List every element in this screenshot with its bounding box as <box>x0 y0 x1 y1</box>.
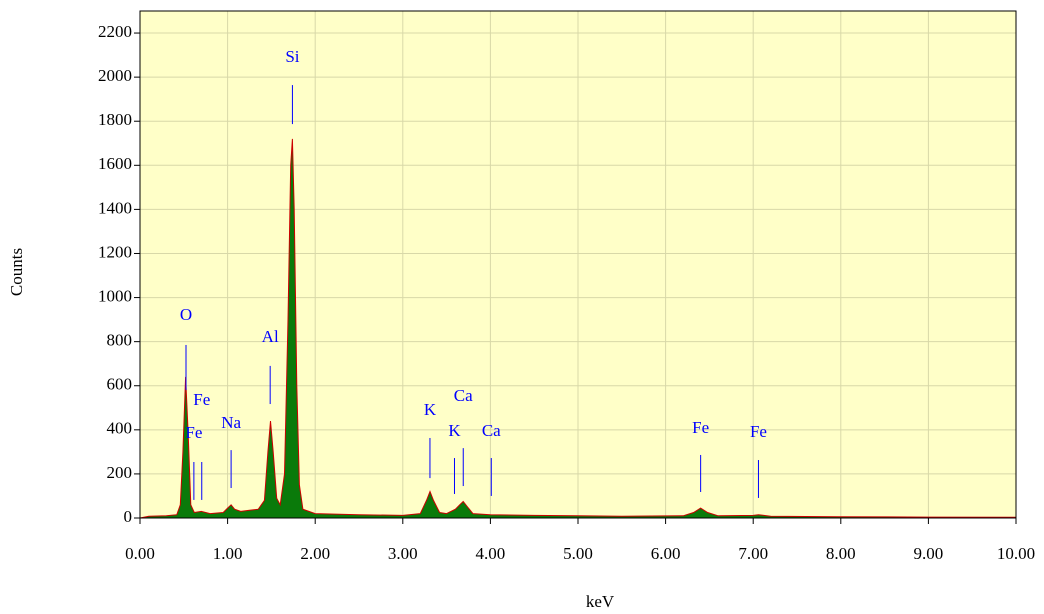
x-tick-label: 2.00 <box>300 544 330 563</box>
peak-label: K <box>448 421 461 440</box>
peak-label: Fe <box>750 422 767 441</box>
y-tick-label: 200 <box>107 463 133 482</box>
y-tick-label: 1400 <box>98 198 132 217</box>
x-tick-label: 0.00 <box>125 544 155 563</box>
x-tick-label: 8.00 <box>826 544 856 563</box>
x-axis-label: keV <box>586 592 615 611</box>
y-tick-label: 800 <box>107 331 133 350</box>
x-tick-label: 10.00 <box>997 544 1035 563</box>
y-tick-label: 600 <box>107 375 133 394</box>
peak-label: Fe <box>185 423 202 442</box>
peak-label: Na <box>221 413 241 432</box>
y-tick-label: 2200 <box>98 22 132 41</box>
peak-label: Ca <box>482 421 501 440</box>
y-tick-label: 1800 <box>98 110 132 129</box>
x-tick-label: 5.00 <box>563 544 593 563</box>
peak-label: Ca <box>454 386 473 405</box>
peak-label: Fe <box>692 418 709 437</box>
x-tick-label: 7.00 <box>738 544 768 563</box>
y-tick-label: 1600 <box>98 154 132 173</box>
y-tick-label: 1000 <box>98 286 132 305</box>
x-tick-label: 3.00 <box>388 544 418 563</box>
x-tick-label: 1.00 <box>213 544 243 563</box>
peak-label: K <box>424 400 437 419</box>
y-axis-label: Counts <box>7 248 26 296</box>
peak-label: O <box>180 305 192 324</box>
peak-label: Fe <box>193 390 210 409</box>
chart: keV Counts 0 200 400 600 800 1000 1200 1400 1600… <box>0 0 1044 614</box>
y-tick-label: 1200 <box>98 242 132 261</box>
peak-label: Si <box>285 47 299 66</box>
y-tick-label: 400 <box>107 419 133 438</box>
x-tick-label: 9.00 <box>914 544 944 563</box>
peak-label: Al <box>262 327 279 346</box>
x-tick-label: 4.00 <box>476 544 506 563</box>
x-tick-label: 6.00 <box>651 544 681 563</box>
y-tick-label: 0 <box>124 507 133 526</box>
y-tick-label: 2000 <box>98 66 132 85</box>
